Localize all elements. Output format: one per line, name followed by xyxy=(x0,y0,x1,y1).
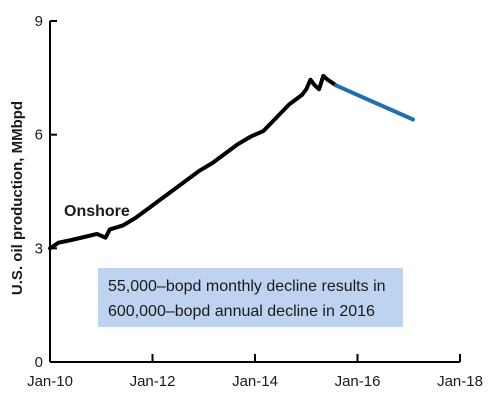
annotation-line-1: 55,000–bopd monthly decline results in xyxy=(108,278,386,295)
x-tick-label: Jan-10 xyxy=(27,373,73,390)
y-tick-label: 6 xyxy=(35,127,43,144)
x-axis: Jan-10 Jan-12 Jan-14 Jan-16 Jan-18 xyxy=(27,354,483,390)
annotation-background xyxy=(98,268,403,327)
y-tick-label: 0 xyxy=(35,354,43,371)
y-tick-label: 9 xyxy=(35,13,43,30)
series-lines xyxy=(48,73,415,251)
annotation-box: 55,000–bopd monthly decline results in 6… xyxy=(98,268,403,327)
x-tick-label: Jan-18 xyxy=(437,373,483,390)
onshore-production-line xyxy=(48,73,339,251)
x-tick-label: Jan-12 xyxy=(130,373,176,390)
y-tick-label: 3 xyxy=(35,240,43,257)
projected-decline-line xyxy=(334,83,415,122)
y-axis: 0 3 6 9 xyxy=(35,13,57,371)
y-axis-title: U.S. oil production, MMbpd xyxy=(9,101,26,295)
annotation-line-2: 600,000–bopd annual decline in 2016 xyxy=(108,303,375,320)
x-tick-label: Jan-16 xyxy=(335,373,381,390)
x-tick-label: Jan-14 xyxy=(232,373,278,390)
onshore-series-label: Onshore xyxy=(64,203,130,220)
